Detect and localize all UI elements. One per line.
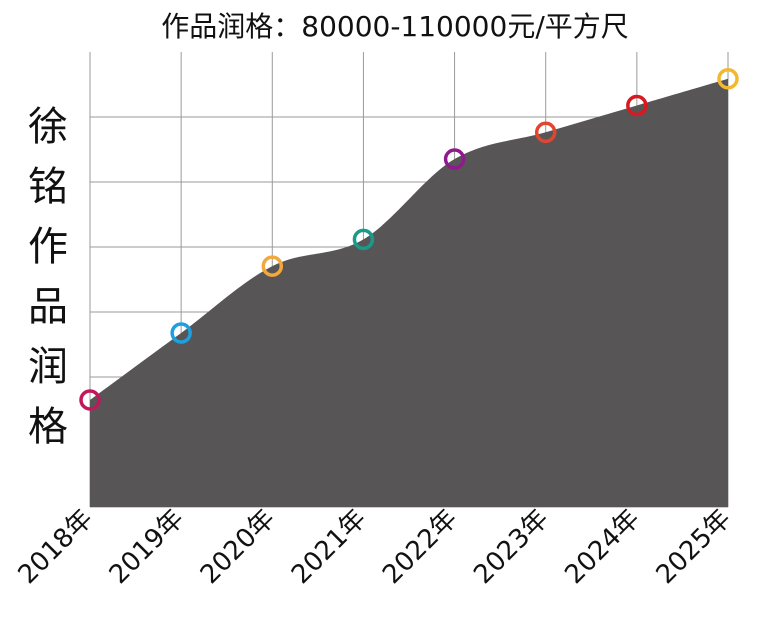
data-markers: [79, 68, 739, 411]
x-tick-label: 2021年: [286, 504, 372, 590]
area-series: [90, 78, 728, 507]
x-tick-label: 2019年: [104, 504, 190, 590]
y-axis-label-char: 润: [28, 344, 68, 390]
data-point-2021年: [352, 228, 375, 251]
x-tick-label: 2024年: [559, 504, 645, 590]
x-tick-label: 2020年: [195, 504, 281, 590]
y-axis-label-char: 徐: [28, 104, 68, 150]
x-tick-label: 2018年: [13, 504, 99, 590]
data-point-2019年: [170, 322, 192, 344]
x-tick-label: 2025年: [651, 504, 737, 590]
data-point-2018年: [79, 389, 101, 411]
data-point-2025年: [717, 68, 739, 90]
y-axis-label-char: 作: [28, 224, 68, 270]
y-axis-label-char: 品: [28, 284, 68, 330]
data-point-2020年: [261, 255, 284, 277]
y-axis-label-char: 铭: [28, 164, 68, 210]
data-point-2022年: [443, 148, 466, 170]
data-point-2023年: [534, 121, 557, 144]
x-tick-label: 2022年: [377, 504, 463, 590]
x-axis-ticks: 2018年 2019年 2020年 2021年 2022年 2023年 2024年 2025年: [13, 504, 737, 590]
data-point-2024年: [626, 94, 648, 117]
x-tick-label: 2023年: [468, 504, 554, 590]
chart-title: 作品润格：80000-110000元/平方尺: [161, 10, 629, 43]
y-axis-label-char: 格: [28, 404, 68, 450]
